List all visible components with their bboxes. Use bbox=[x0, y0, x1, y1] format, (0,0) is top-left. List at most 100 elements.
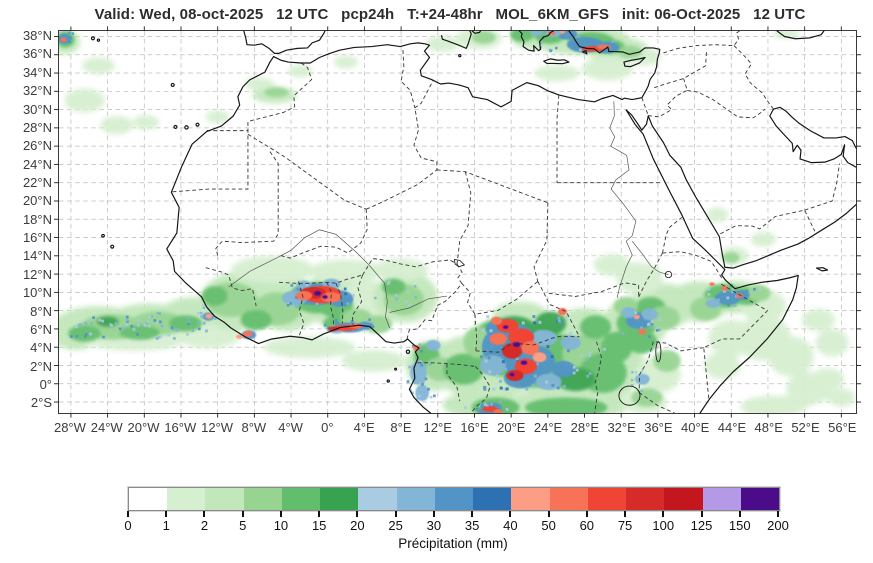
lat-axis-label: 4°N bbox=[30, 340, 52, 356]
colorbar-tick-label: 1 bbox=[162, 518, 170, 533]
colorbar-tick bbox=[585, 511, 588, 517]
colorbar-segment bbox=[587, 488, 627, 510]
coast-africa-atlantic bbox=[166, 55, 432, 414]
lat-axis-label: 8°N bbox=[30, 303, 52, 319]
benue-river bbox=[389, 295, 448, 313]
coastlines bbox=[90, 30, 857, 414]
lon-axis-label: 28°W bbox=[53, 420, 86, 435]
colorbar-tick-label: 2 bbox=[200, 518, 209, 533]
lat-axis-label: 28°N bbox=[22, 119, 52, 135]
colorbar-tick-label: 25 bbox=[388, 518, 403, 533]
colorbar-segment bbox=[740, 488, 779, 510]
lat-axis-label: 36°N bbox=[22, 46, 52, 62]
coast-sinai bbox=[625, 109, 649, 131]
coast-sicily bbox=[441, 30, 482, 49]
lat-axis-label: 12°N bbox=[22, 266, 52, 282]
island-canary-3 bbox=[195, 122, 200, 127]
rivers bbox=[228, 101, 669, 329]
island-azores-1 bbox=[90, 36, 95, 41]
colorbar-tick bbox=[738, 511, 741, 517]
coast-redsea-horn bbox=[625, 109, 799, 414]
colorbar-tick bbox=[662, 511, 665, 517]
colorbar-tick bbox=[241, 511, 244, 517]
colorbar-tick-label: 15 bbox=[311, 518, 327, 533]
lon-axis-label: 32°E bbox=[607, 420, 636, 435]
island-saotome bbox=[386, 379, 390, 383]
lon-axis-label: 4°E bbox=[353, 420, 375, 435]
nile-river bbox=[609, 101, 637, 298]
coast-greece bbox=[518, 30, 554, 52]
colorbar-caption: Précipitation (mm) bbox=[398, 536, 508, 551]
coast-persian-gulf-north bbox=[772, 106, 857, 149]
colorbar-segment bbox=[358, 488, 397, 510]
map-canvas bbox=[53, 26, 862, 418]
lat-axis-label: 20°N bbox=[22, 193, 52, 209]
lon-axis-label: 24°E bbox=[533, 420, 563, 435]
blue-nile-river bbox=[631, 240, 669, 275]
colorbar-tick bbox=[432, 511, 435, 517]
lon-axis-label: 44°E bbox=[717, 420, 747, 435]
colorbar-segment bbox=[281, 488, 321, 510]
lon-axis-label: 4°W bbox=[278, 420, 303, 435]
island-bioko bbox=[405, 349, 411, 355]
colorbar-segment bbox=[664, 488, 703, 510]
lat-axis-label: 26°N bbox=[22, 138, 52, 154]
lat-axis-label: 30°N bbox=[22, 101, 52, 117]
colorbar-tick bbox=[777, 511, 779, 517]
coast-cyprus bbox=[623, 56, 646, 68]
lon-axis-label: 12°E bbox=[423, 420, 452, 435]
lon-axis-label: 12°W bbox=[201, 420, 234, 435]
lon-axis-label: 8°E bbox=[390, 420, 412, 435]
colorbar-tick bbox=[547, 511, 550, 517]
lake-turkana bbox=[655, 341, 662, 363]
colorbar-tick-label: 125 bbox=[690, 518, 713, 533]
colorbar-segment bbox=[702, 488, 741, 510]
island-principe bbox=[394, 367, 398, 371]
colorbar-tick bbox=[700, 511, 703, 517]
lon-axis-label: 36°E bbox=[644, 420, 673, 435]
island-azores-2 bbox=[96, 38, 101, 42]
colorbar-segment bbox=[626, 488, 665, 510]
lon-axis-label: 0° bbox=[321, 420, 334, 435]
colorbar-tick-label: 100 bbox=[652, 518, 675, 533]
lat-axis-label: 32°N bbox=[22, 83, 52, 99]
colorbar-tick bbox=[624, 511, 627, 517]
lon-axis-label: 48°E bbox=[754, 420, 783, 435]
lon-axis-label: 16°W bbox=[164, 420, 197, 435]
colorbar-tick-label: 10 bbox=[273, 518, 289, 533]
lat-axis-label: 14°N bbox=[22, 248, 52, 264]
coast-caspian bbox=[776, 30, 825, 40]
colorbar-tick-label: 30 bbox=[426, 518, 442, 533]
coast-africa-mediterranean bbox=[273, 30, 661, 108]
colorbar-segment bbox=[320, 488, 359, 510]
coast-iberia bbox=[243, 30, 326, 54]
colorbar-tick-label: 20 bbox=[350, 518, 365, 533]
lat-axis-label: 24°N bbox=[22, 156, 52, 172]
colorbar-tick-label: 200 bbox=[767, 518, 789, 533]
plot-title: Valid: Wed, 08-oct-2025 12 UTC pcp24h T:… bbox=[94, 6, 806, 23]
colorbar-tick bbox=[165, 511, 168, 517]
lake-chad bbox=[453, 259, 465, 268]
colorbar-tick bbox=[127, 511, 129, 517]
colorbar-segment bbox=[243, 488, 282, 510]
island-canary-1 bbox=[173, 124, 178, 130]
colorbar-segment bbox=[549, 488, 588, 510]
island-capeverde-2 bbox=[101, 233, 105, 238]
lat-axis-label: 6°N bbox=[30, 321, 52, 337]
colorbar-tick bbox=[509, 511, 512, 517]
coast-persian-gulf-south bbox=[769, 108, 857, 168]
colorbar-tick bbox=[394, 511, 397, 517]
lon-axis-label: 20°E bbox=[497, 420, 526, 435]
axis-ticks bbox=[53, 26, 862, 418]
lon-axis-label: 24°W bbox=[90, 420, 123, 435]
lon-axis-label: 16°E bbox=[460, 420, 489, 435]
coast-rhodes bbox=[582, 50, 588, 55]
lake-victoria bbox=[618, 385, 641, 406]
lon-axis-label: 8°W bbox=[241, 420, 267, 435]
island-capeverde-1 bbox=[110, 244, 115, 249]
lon-axis-label: 40°E bbox=[681, 420, 710, 435]
lat-axis-label: 22°N bbox=[22, 174, 52, 190]
colorbar-tick-label: 0 bbox=[124, 518, 132, 533]
island-canary-2 bbox=[184, 125, 189, 130]
precip-heavy-layer bbox=[59, 31, 750, 413]
